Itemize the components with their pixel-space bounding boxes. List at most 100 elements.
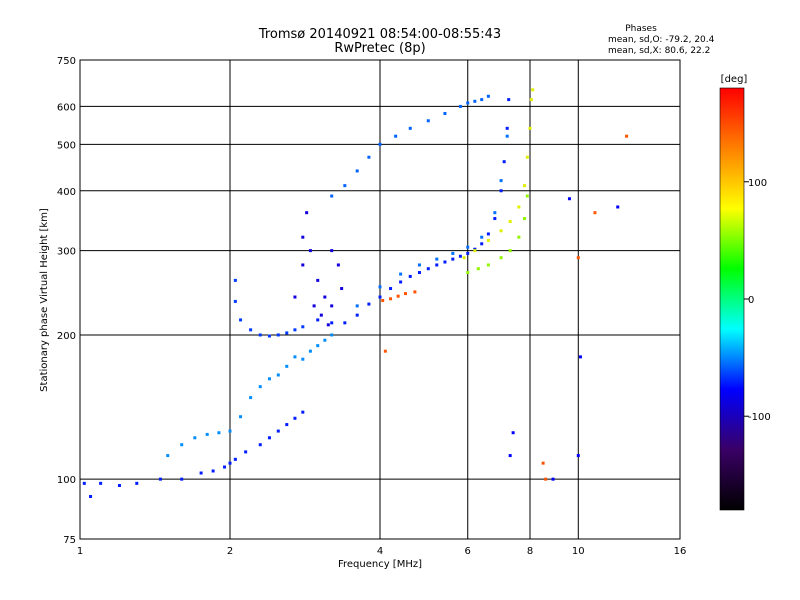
data-point	[466, 251, 470, 255]
chart-title: Tromsø 20140921 08:54:00-08:55:43	[258, 27, 501, 42]
y-tick-label: 500	[57, 140, 76, 151]
data-point	[544, 477, 548, 481]
data-point	[493, 211, 497, 215]
plot-frame	[79, 59, 681, 540]
data-point	[486, 94, 490, 98]
data-point	[525, 155, 529, 159]
data-point	[244, 450, 248, 454]
data-point	[258, 385, 262, 389]
data-point	[330, 194, 334, 198]
data-point	[466, 245, 470, 249]
data-point	[399, 280, 403, 284]
x-tick-label: 2	[227, 546, 233, 557]
tick-labels: 1 2 4 6 8 10 16 75 100 200 300 400 500 600 750	[57, 56, 686, 557]
data-point	[529, 98, 533, 102]
colorbar-tick-label: 100	[748, 178, 767, 189]
data-point	[551, 477, 555, 481]
data-point	[396, 294, 400, 298]
data-point	[258, 333, 262, 337]
data-point	[326, 323, 330, 327]
data-point	[301, 235, 305, 239]
data-point	[486, 232, 490, 236]
data-point	[199, 471, 203, 475]
data-point	[267, 377, 271, 381]
data-point	[378, 285, 382, 289]
colorbar-label: [deg]	[721, 74, 748, 85]
data-point	[517, 205, 521, 209]
data-point	[473, 249, 477, 253]
data-point	[435, 257, 439, 261]
data-point	[576, 256, 580, 260]
data-point	[158, 477, 162, 481]
data-point	[505, 134, 509, 138]
data-point	[99, 481, 103, 485]
data-point	[486, 263, 490, 267]
data-point	[355, 313, 359, 317]
data-point	[343, 184, 347, 188]
x-tick-label: 10	[572, 546, 585, 557]
colorbar-tick-label: 0	[748, 295, 754, 306]
y-tick-label: 75	[63, 535, 76, 546]
data-point	[507, 98, 511, 102]
data-point	[276, 333, 280, 337]
data-point	[381, 299, 385, 303]
data-point	[408, 126, 412, 130]
data-point	[505, 126, 509, 130]
data-point	[301, 410, 305, 414]
data-point	[443, 260, 447, 264]
data-point	[330, 249, 334, 253]
colorbar-ticks: 100 0 -100	[744, 178, 771, 423]
data-point	[223, 465, 227, 469]
data-point	[466, 271, 470, 275]
data-point	[233, 299, 237, 303]
data-point	[293, 355, 297, 359]
data-point	[458, 104, 462, 108]
data-point	[228, 461, 232, 465]
data-point	[523, 217, 527, 221]
data-point	[355, 169, 359, 173]
data-point	[486, 238, 490, 242]
data-point	[276, 373, 280, 377]
chart-subtitle: RwPretec (8p)	[334, 41, 425, 56]
data-point	[511, 431, 515, 435]
data-point	[389, 297, 393, 301]
data-point	[413, 290, 417, 294]
data-point	[499, 189, 503, 193]
data-point	[355, 304, 359, 308]
data-point	[451, 257, 455, 261]
data-point	[443, 111, 447, 115]
colorbar	[719, 87, 745, 511]
data-point	[367, 302, 371, 306]
data-point	[180, 443, 184, 447]
x-tick-label: 16	[674, 546, 687, 557]
data-point	[301, 325, 305, 329]
y-tick-label: 600	[57, 102, 76, 113]
data-point	[211, 469, 215, 473]
data-point	[316, 344, 320, 348]
data-point	[394, 134, 398, 138]
x-tick-label: 8	[527, 546, 533, 557]
y-axis-label: Stationary phase Virtual Height [km]	[39, 208, 50, 392]
data-point	[499, 229, 503, 233]
phases-line-o: mean, sd,O: -79.2, 20.4	[608, 35, 715, 45]
data-point	[239, 415, 243, 419]
data-point	[267, 436, 271, 440]
data-point	[285, 423, 289, 427]
data-point	[480, 98, 484, 102]
data-point	[517, 235, 521, 239]
data-point	[258, 443, 262, 447]
colorbar-tick-label: -100	[748, 412, 771, 423]
data-point	[135, 481, 139, 485]
data-point	[383, 349, 387, 353]
data-point	[293, 295, 297, 299]
data-point	[89, 494, 93, 498]
data-point	[525, 194, 529, 198]
data-point	[285, 364, 289, 368]
y-tick-label: 300	[57, 247, 76, 258]
data-point	[531, 88, 535, 92]
grid-layer	[79, 59, 681, 540]
y-tick-label: 750	[57, 56, 76, 67]
data-point	[426, 267, 430, 271]
data-point	[462, 256, 466, 260]
y-tick-label: 400	[57, 187, 76, 198]
